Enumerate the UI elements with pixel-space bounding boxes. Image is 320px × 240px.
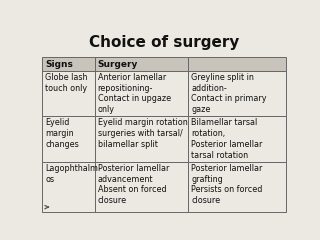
Text: Eyelid margin rotation
surgeries with tarsal/
bilamellar split: Eyelid margin rotation surgeries with ta… (98, 118, 188, 149)
Text: Bilamellar tarsal
rotation,
Posterior lamellar
tarsal rotation: Bilamellar tarsal rotation, Posterior la… (191, 118, 263, 160)
Text: Signs: Signs (45, 60, 73, 68)
Bar (95, 71, 188, 116)
Text: Anterior lamellar
repositioning-
Contact in upgaze
only: Anterior lamellar repositioning- Contact… (98, 73, 171, 114)
Text: Lagophthalm
os: Lagophthalm os (45, 164, 99, 184)
Bar (43, 71, 95, 116)
Bar (188, 116, 285, 162)
Bar (43, 116, 95, 162)
Bar (43, 162, 95, 212)
Bar (95, 57, 188, 71)
Text: Eyelid
margin
changes: Eyelid margin changes (45, 118, 79, 149)
Text: Globe lash
touch only: Globe lash touch only (45, 73, 88, 93)
Bar (95, 116, 188, 162)
Text: Choice of surgery: Choice of surgery (89, 35, 239, 50)
Text: Posterior lamellar
grafting
Persists on forced
closure: Posterior lamellar grafting Persists on … (191, 164, 263, 205)
Bar (95, 162, 188, 212)
Bar (188, 71, 285, 116)
Bar (188, 57, 285, 71)
Bar (43, 57, 95, 71)
Text: Surgery: Surgery (97, 60, 138, 68)
Text: Posterior lamellar
advancement
Absent on forced
closure: Posterior lamellar advancement Absent on… (98, 164, 169, 205)
Bar (188, 162, 285, 212)
Text: Greyline split in
addition-
Contact in primary
gaze: Greyline split in addition- Contact in p… (191, 73, 267, 114)
